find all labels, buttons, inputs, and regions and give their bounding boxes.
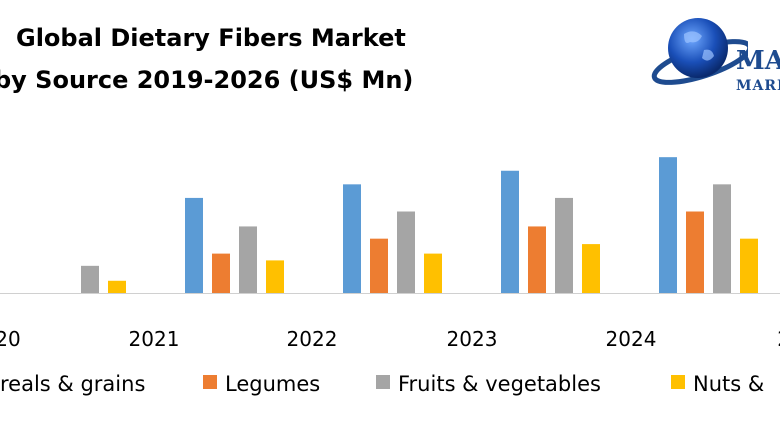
x-tick-label-2025: 20 [777,327,780,351]
bar-cereals-grains-2023 [501,170,519,293]
x-tick-label-2023: 2023 [447,327,498,351]
bar-fruits-vegetables-2022 [397,211,415,293]
bar-nuts-seeds-2021 [266,260,284,293]
x-tick-label-2024: 2024 [606,327,657,351]
legend-swatch-legumes [203,375,217,389]
bar-cereals-grains-2024 [659,157,677,293]
bar-fruits-vegetables-2024 [713,184,731,293]
bar-fruits-vegetables-2020 [81,265,99,293]
bar-fruits-vegetables-2023 [555,197,573,293]
bars-group [81,157,758,293]
bar-cereals-grains-2021 [185,197,203,293]
legend-label-nuts-seeds: Nuts & [693,372,764,396]
bar-legumes-2021 [212,253,230,293]
legend-label-legumes: Legumes [225,372,320,396]
x-tick-label-2021: 2021 [129,327,180,351]
bar-cereals-grains-2022 [343,184,361,293]
bar-nuts-seeds-2020 [108,280,126,293]
bar-legumes-2023 [528,226,546,293]
legend-label-fruits-vegetables: Fruits & vegetables [398,372,601,396]
company-logo: MA MARKE [648,10,780,100]
x-tick-label-2022: 2022 [287,327,338,351]
bar-fruits-vegetables-2021 [239,226,257,293]
bar-nuts-seeds-2024 [740,238,758,293]
chart-title-line2: by Source 2019-2026 (US$ Mn) [0,66,414,94]
legend-swatch-fruits-vegetables [376,375,390,389]
bar-nuts-seeds-2023 [582,244,600,293]
x-tick-label-2020: 20 [0,327,21,351]
bar-nuts-seeds-2022 [424,253,442,293]
logo-text-line1: MA [736,46,780,76]
chart-title-line1: Global Dietary Fibers Market [16,24,406,52]
legend-swatch-nuts-seeds [671,375,685,389]
bar-legumes-2024 [686,211,704,293]
logo-text-line2: MARKE [736,78,780,94]
legend-label-cereals-grains: reals & grains [0,372,145,396]
x-tick-labels: 20 2021 2022 2023 2024 20 [0,327,780,351]
bar-legumes-2022 [370,238,388,293]
legend: reals & grains Legumes Fruits & vegetables… [0,372,764,396]
